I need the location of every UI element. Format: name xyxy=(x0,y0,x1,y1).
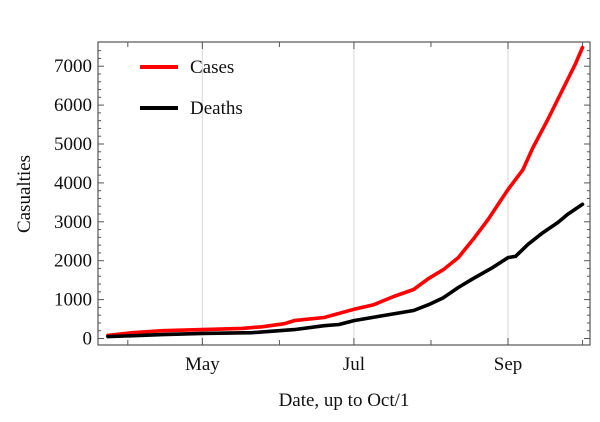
y-tick-label: 7000 xyxy=(54,56,92,77)
y-tick-label: 0 xyxy=(83,329,93,350)
y-tick-label: 4000 xyxy=(54,173,92,194)
y-tick-label: 6000 xyxy=(54,95,92,116)
y-tick-label: 3000 xyxy=(54,212,92,233)
grid-lines xyxy=(201,42,509,345)
series-line-deaths xyxy=(106,202,585,339)
y-axis-label: Casualties xyxy=(14,155,35,233)
x-tick-label: May xyxy=(185,354,220,375)
plot-frame xyxy=(97,41,591,346)
series-lines xyxy=(106,45,585,339)
y-tick-label: 1000 xyxy=(54,290,92,311)
y-tick-label: 2000 xyxy=(54,251,92,272)
legend-label-cases: Cases xyxy=(190,57,234,78)
y-tick-label: 5000 xyxy=(54,134,92,155)
x-axis-label: Date, up to Oct/1 xyxy=(279,390,410,411)
x-tick-label: Sep xyxy=(494,354,523,375)
series-line-cases xyxy=(106,45,585,338)
axis-ticks: 0 1000 2000 3000 4000 5000 6000 7000 May Jul Sep xyxy=(54,42,590,375)
legend-label-deaths: Deaths xyxy=(190,98,243,119)
legend: Cases Deaths xyxy=(140,57,243,119)
x-tick-label: Jul xyxy=(343,354,365,375)
